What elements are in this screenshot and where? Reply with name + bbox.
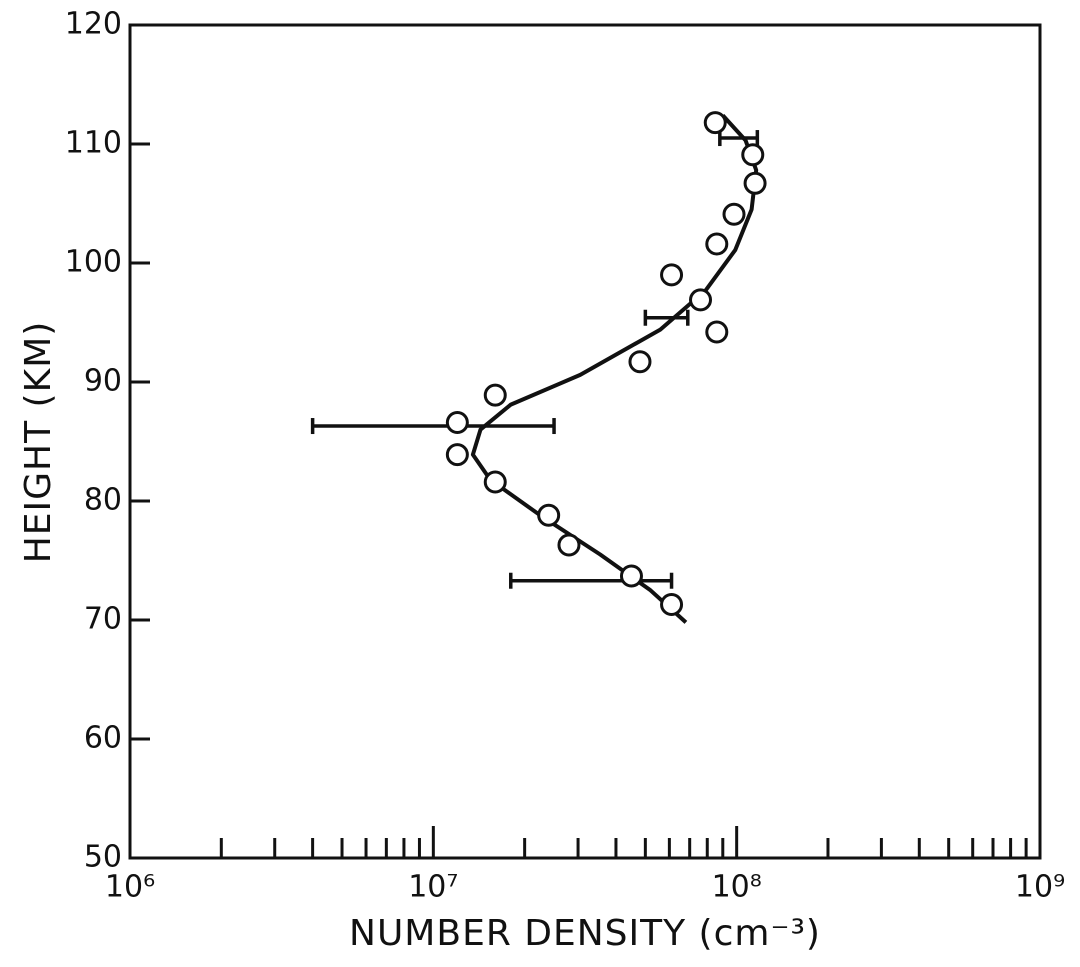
x-tick-label: 10⁶: [105, 870, 155, 905]
data-point: [660, 593, 684, 617]
y-tick-label: 80: [84, 483, 122, 518]
data-point: [619, 564, 643, 588]
plot-frame: [128, 23, 1042, 860]
x-tick-label: 10⁷: [408, 870, 458, 905]
data-point: [722, 202, 746, 226]
data-point: [557, 533, 581, 557]
data-point: [741, 143, 765, 167]
error-bar: [643, 309, 690, 326]
data-point: [628, 350, 652, 374]
data-point: [483, 383, 507, 407]
x-tick-label: 10⁹: [1015, 870, 1065, 905]
y-tick-label: 60: [84, 721, 122, 756]
data-point: [445, 410, 469, 434]
x-axis-label: NUMBER DENSITY (cm⁻³): [349, 913, 821, 954]
x-tick-label: 10⁸: [712, 870, 762, 905]
error-bar: [509, 572, 674, 589]
y-tick-label: 100: [65, 245, 122, 280]
y-tick-label: 110: [65, 126, 122, 161]
data-point: [705, 320, 729, 344]
y-tick-label: 90: [84, 364, 122, 399]
data-point: [689, 288, 713, 312]
data-point: [703, 111, 727, 135]
data-point: [483, 470, 507, 494]
data-point: [743, 171, 767, 195]
y-tick-label: 50: [84, 840, 122, 875]
data-point: [660, 263, 684, 287]
y-tick-label: 70: [84, 602, 122, 637]
data-point: [445, 443, 469, 467]
fit-curve: [470, 114, 759, 624]
y-tick-label: 120: [65, 7, 122, 42]
error-bar: [310, 418, 556, 435]
data-point: [537, 503, 561, 527]
y-axis-label: HEIGHT (KM): [18, 321, 59, 564]
data-point: [705, 232, 729, 256]
